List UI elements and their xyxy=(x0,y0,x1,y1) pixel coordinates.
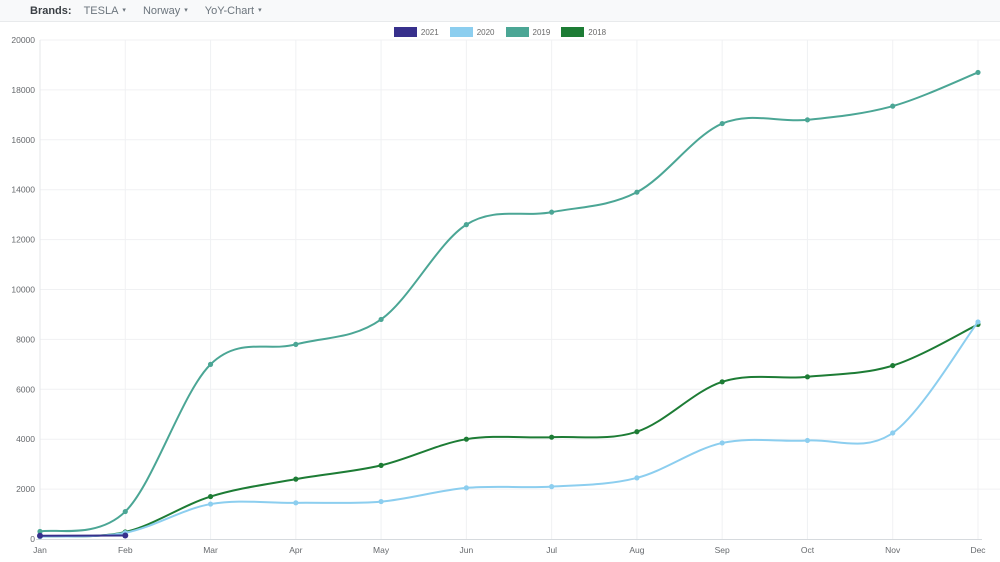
x-axis-label: Jul xyxy=(546,545,557,555)
data-point-2019[interactable] xyxy=(122,508,128,515)
chart-legend: 2021 2020 2019 2018 xyxy=(0,27,1000,37)
data-point-2020[interactable] xyxy=(549,484,555,490)
data-point-2018[interactable] xyxy=(719,379,725,385)
data-point-2020[interactable] xyxy=(890,430,896,436)
legend-item-2018[interactable]: 2018 xyxy=(561,27,606,37)
y-axis-label: 4000 xyxy=(16,434,35,444)
data-point-2019[interactable] xyxy=(293,341,299,347)
data-point-2018[interactable] xyxy=(463,436,469,442)
x-axis-label: May xyxy=(373,545,390,555)
data-point-2020[interactable] xyxy=(975,319,981,325)
data-point-2018[interactable] xyxy=(207,493,214,500)
y-axis-label: 0 xyxy=(30,534,35,544)
data-point-2018[interactable] xyxy=(804,374,811,380)
x-axis-label: Nov xyxy=(885,545,901,555)
data-point-2019[interactable] xyxy=(975,69,981,76)
data-point-2020[interactable] xyxy=(463,485,469,491)
data-point-2019[interactable] xyxy=(378,316,384,323)
data-point-2019[interactable] xyxy=(549,209,555,215)
line-series-2018 xyxy=(39,323,979,538)
x-axis-label: Dec xyxy=(970,545,986,555)
legend-swatch-2018 xyxy=(561,27,585,37)
data-point-2018[interactable] xyxy=(549,434,555,440)
y-axis-label: 14000 xyxy=(11,185,35,195)
data-point-2020[interactable] xyxy=(378,498,384,505)
legend-item-2021[interactable]: 2021 xyxy=(393,27,439,37)
legend-swatch-2020 xyxy=(449,27,473,37)
country-dropdown-label: Norway xyxy=(142,4,181,17)
brand-dropdown[interactable]: TESLA ▾ xyxy=(84,5,126,17)
data-point-2020[interactable] xyxy=(719,440,725,446)
data-point-2019[interactable] xyxy=(207,361,214,367)
data-point-2018[interactable] xyxy=(293,476,299,482)
y-axis-label: 10000 xyxy=(11,285,35,295)
x-axis-label: Feb xyxy=(118,545,133,555)
caret-down-icon: ▾ xyxy=(184,7,188,14)
caret-down-icon: ▾ xyxy=(258,7,262,14)
header-bar: Brands: TESLA ▾ Norway ▾ YoY-Chart ▾ xyxy=(0,0,1000,22)
legend-label: 2018 xyxy=(588,27,607,37)
y-axis-label: 6000 xyxy=(16,384,35,394)
data-point-2021[interactable] xyxy=(122,532,129,539)
x-axis-label: Sep xyxy=(715,545,730,555)
line-series-2019 xyxy=(39,71,979,533)
legend-item-2019[interactable]: 2019 xyxy=(505,27,551,37)
legend-swatch-2021 xyxy=(393,27,417,37)
caret-down-icon: ▾ xyxy=(122,7,126,14)
data-point-2019[interactable] xyxy=(463,222,469,228)
legend-swatch-2019 xyxy=(505,27,529,37)
legend-label: 2020 xyxy=(476,27,495,37)
data-point-2021[interactable] xyxy=(37,532,43,539)
y-axis-label: 2000 xyxy=(16,484,35,494)
y-axis-label: 16000 xyxy=(11,135,35,145)
data-point-2019[interactable] xyxy=(890,103,896,109)
chart-type-dropdown[interactable]: YoY-Chart ▾ xyxy=(205,5,262,17)
brands-label: Brands: xyxy=(30,4,72,17)
legend-label: 2019 xyxy=(532,27,551,37)
x-axis-label: Mar xyxy=(203,545,218,555)
x-axis-label: Oct xyxy=(801,545,815,555)
line-series-2020 xyxy=(39,320,979,538)
x-axis-label: Jan xyxy=(33,545,47,555)
chart-type-dropdown-label: YoY-Chart xyxy=(204,4,255,17)
data-point-2020[interactable] xyxy=(804,437,811,444)
y-axis-label: 18000 xyxy=(11,85,35,95)
data-point-2019[interactable] xyxy=(719,120,725,127)
brand-dropdown-label: TESLA xyxy=(83,4,119,17)
y-axis-label: 12000 xyxy=(11,235,35,245)
legend-label: 2021 xyxy=(420,27,439,37)
data-point-2018[interactable] xyxy=(634,429,640,435)
data-point-2020[interactable] xyxy=(207,501,214,507)
data-point-2019[interactable] xyxy=(37,528,43,535)
data-point-2019[interactable] xyxy=(634,189,640,195)
data-point-2018[interactable] xyxy=(890,362,896,369)
chart-canvas: 0 2000 4000 6000 8000 10000 12000 14000 16000 180… xyxy=(11,35,1000,555)
y-axis-label: 8000 xyxy=(16,334,35,344)
data-point-2019[interactable] xyxy=(804,117,811,123)
y-axis-label: 20000 xyxy=(11,35,35,45)
legend-item-2020[interactable]: 2020 xyxy=(449,27,495,37)
data-point-2020[interactable] xyxy=(293,500,299,506)
x-axis-label: Aug xyxy=(629,545,644,555)
x-axis-label: Jun xyxy=(460,545,474,555)
country-dropdown[interactable]: Norway ▾ xyxy=(143,5,188,17)
data-point-2020[interactable] xyxy=(634,475,640,481)
yoy-line-chart: 2021 2020 2019 2018 0 2000 4000 6000 8000 10000 1… xyxy=(0,22,1000,562)
data-point-2018[interactable] xyxy=(378,462,384,468)
x-axis-label: Apr xyxy=(289,545,302,555)
